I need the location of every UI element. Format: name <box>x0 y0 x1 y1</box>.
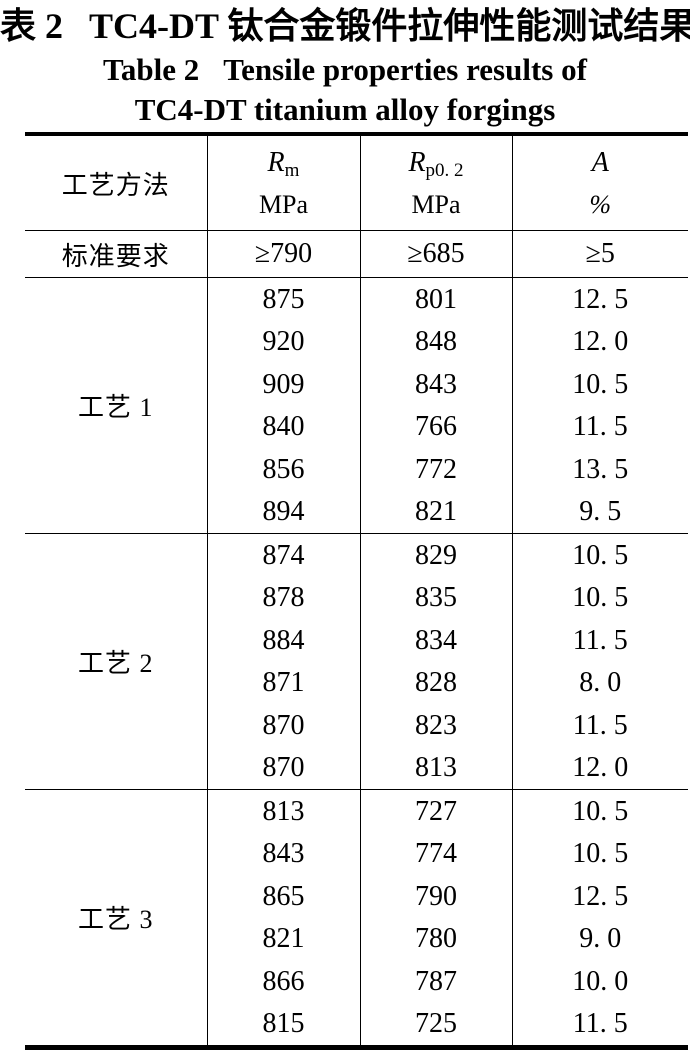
rm-value: 871 <box>206 661 360 705</box>
rm-value: 843 <box>206 832 360 876</box>
rp02-value: 774 <box>359 832 512 876</box>
rm-value: 909 <box>206 363 360 406</box>
elongation-value: 10. 5 <box>511 576 688 620</box>
rp02-value: 848 <box>359 320 512 364</box>
elongation-value: 9. 0 <box>511 917 688 961</box>
process-group-label-3: 工艺 3 <box>77 905 154 935</box>
table-row: 821 780 9. 0 <box>25 917 688 961</box>
elongation-value: 11. 5 <box>511 405 688 449</box>
table-row: 工艺 2 874 829 10. 5 <box>25 533 688 791</box>
rm-value: 865 <box>206 875 360 918</box>
table-number-zh: 表 2 <box>0 6 64 46</box>
rm-value: 884 <box>206 619 360 662</box>
table-row: 870 813 12. 0 <box>25 746 688 791</box>
rm-value: 874 <box>206 533 360 577</box>
elongation-value: 9. 5 <box>511 490 688 535</box>
table-number-en: Table 2 <box>103 51 200 87</box>
rp02-value: 813 <box>359 746 512 791</box>
table-row: 856 772 13. 5 <box>25 448 688 491</box>
table-row: 884 834 11. 5 <box>25 619 688 662</box>
rp02-value: 772 <box>359 448 512 491</box>
rp02-value: 766 <box>359 405 512 449</box>
process-group-label-2: 工艺 2 <box>25 533 207 791</box>
rp02-value: 828 <box>359 661 512 705</box>
elongation-value: 10. 5 <box>511 789 688 833</box>
rm-value: 894 <box>206 490 360 535</box>
standard-rm-value: ≥790 <box>206 230 360 279</box>
table-row: 815 725 11. 5 <box>25 1002 688 1048</box>
rm-value: 920 <box>206 320 360 364</box>
rp02-value: 834 <box>359 619 512 662</box>
rp02-value: 727 <box>359 789 512 833</box>
elongation-value: 12. 5 <box>511 277 688 321</box>
table-caption-zh-text: TC4-DT 钛合金锻件拉伸性能测试结果 <box>89 6 690 46</box>
table-row: 871 828 8. 0 <box>25 661 688 705</box>
rm-value: 866 <box>206 960 360 1003</box>
rp02-value: 823 <box>359 704 512 747</box>
elongation-value: 12. 0 <box>511 746 688 791</box>
process-group-label-1: 工艺 1 <box>25 277 207 535</box>
table-row: 工艺 3 813 727 10. 5 <box>25 789 688 934</box>
table-caption-zh: 表 2 TC4-DT 钛合金锻件拉伸性能测试结果 <box>0 0 690 50</box>
table-row: 工艺 1 875 801 12. 5 <box>25 277 688 535</box>
rm-value: 815 <box>206 1002 360 1048</box>
col-header-rm-unit: MPa <box>258 190 309 220</box>
table-caption-en-text: Tensile properties results of <box>223 51 587 87</box>
rm-value: 813 <box>206 789 360 833</box>
table-caption-en-line1: Table 2 Tensile properties results of <box>0 50 690 90</box>
standard-requirement-row: 标准要求 ≥790 ≥685 ≥5 <box>25 230 688 279</box>
col-header-rp02-unit: MPa <box>411 190 461 220</box>
rp02-value: 835 <box>359 576 512 620</box>
standard-rp02-value: ≥685 <box>359 230 512 279</box>
standard-requirement-label: 标准要求 <box>25 230 207 279</box>
tensile-properties-table: 工艺方法 Rm MPa Rp0. 2 MPa A % 标准要求 ≥790 ≥68… <box>25 132 688 1051</box>
elongation-value: 13. 5 <box>511 448 688 491</box>
rp02-value: 780 <box>359 917 512 961</box>
elongation-value: 12. 5 <box>511 875 688 918</box>
elongation-value: 10. 5 <box>511 533 688 577</box>
table-row: 894 821 9. 5 <box>25 490 688 535</box>
rp02-value: 787 <box>359 960 512 1003</box>
rm-value: 875 <box>206 277 360 321</box>
rm-value: 856 <box>206 448 360 491</box>
rm-value: 840 <box>206 405 360 449</box>
elongation-value: 11. 5 <box>511 619 688 662</box>
elongation-value: 10. 5 <box>511 832 688 876</box>
col-header-process: 工艺方法 <box>25 134 207 232</box>
table-row: 870 823 11. 5 <box>25 704 688 747</box>
elongation-value: 11. 5 <box>511 1002 688 1048</box>
standard-elongation-value: ≥5 <box>511 230 688 279</box>
rp02-value: 821 <box>359 490 512 535</box>
table-row: 878 835 10. 5 <box>25 576 688 620</box>
elongation-value: 11. 5 <box>511 704 688 747</box>
rp02-value: 801 <box>359 277 512 321</box>
rm-value: 878 <box>206 576 360 620</box>
table-row: 865 790 12. 5 <box>25 875 688 918</box>
rp02-value: 725 <box>359 1002 512 1048</box>
rm-value: 870 <box>206 704 360 747</box>
table-row: 840 766 11. 5 <box>25 405 688 449</box>
elongation-value: 10. 5 <box>511 363 688 406</box>
elongation-value: 10. 0 <box>511 960 688 1003</box>
table-header-row: 工艺方法 Rm MPa Rp0. 2 MPa A % <box>25 134 688 232</box>
rm-value: 821 <box>206 917 360 961</box>
elongation-value: 12. 0 <box>511 320 688 364</box>
col-header-rp02: Rp0. 2 MPa <box>359 134 512 232</box>
col-header-elongation: A % <box>511 134 688 232</box>
table-row: 920 848 12. 0 <box>25 320 688 364</box>
rp02-value: 829 <box>359 533 512 577</box>
elongation-value: 8. 0 <box>511 661 688 705</box>
col-header-rm: Rm MPa <box>206 134 360 232</box>
table-row: 843 774 10. 5 <box>25 832 688 876</box>
table-row: 866 787 10. 0 <box>25 960 688 1003</box>
rp02-value: 843 <box>359 363 512 406</box>
rp02-value: 790 <box>359 875 512 918</box>
table-row: 909 843 10. 5 <box>25 363 688 406</box>
col-header-elongation-unit: % <box>589 190 612 220</box>
rm-value: 870 <box>206 746 360 791</box>
table-caption-en-line2: TC4-DT titanium alloy forgings <box>134 92 556 128</box>
